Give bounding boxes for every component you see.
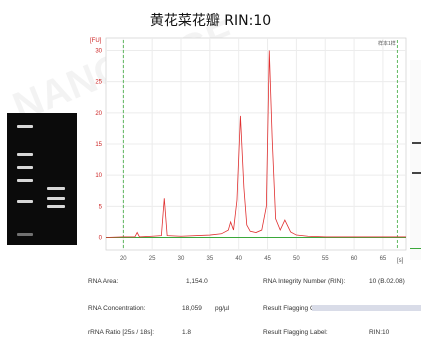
y-tick-label: 5 (99, 204, 103, 210)
rin-number: 10 (369, 278, 377, 285)
y-unit-label: [FU] (90, 38, 102, 44)
x-tick-label: 25 (149, 256, 156, 262)
x-tick-label: 55 (322, 256, 329, 262)
rin-version: (B.02.08) (378, 278, 405, 285)
flag-color-label: Result Flagging Color: (263, 305, 328, 312)
gel-band (47, 186, 65, 190)
x-tick-label: 40 (235, 256, 242, 262)
gel-band (47, 205, 65, 209)
flag-color-swatch (312, 305, 421, 311)
gel-band (17, 233, 33, 237)
y-tick-label: 15 (95, 142, 102, 148)
flag-label-value: RIN:10 (369, 329, 390, 336)
gel-band (17, 152, 33, 156)
results-table: RNA Area: 1,154.0 RNA Integrity Number (… (82, 266, 421, 344)
y-tick-label: 0 (99, 236, 103, 242)
gel-band (17, 165, 33, 169)
rrna-ratio-label: rRNA Ratio [25s / 18s]: (88, 329, 155, 336)
flag-label-label: Result Flagging Label: (263, 329, 328, 336)
gel-band (17, 179, 33, 182)
page-title: 黄花菜花瓣 RIN:10 (149, 13, 272, 29)
gel-band (47, 197, 65, 201)
region-markers (122, 40, 398, 250)
x-tick-label: 60 (351, 256, 358, 262)
rna-conc-label: RNA Concentration: (88, 305, 146, 312)
side-mark-bottom (412, 172, 421, 174)
side-panel (410, 60, 421, 260)
rin-value: 10 (B.02.08) (369, 278, 405, 285)
x-tick-label: 35 (207, 256, 214, 262)
gel-image (7, 113, 77, 245)
y-tick-label: 20 (95, 111, 102, 117)
x-tick-label: 50 (293, 256, 300, 262)
rna-area-value: 1,154.0 (186, 278, 208, 285)
series-line-rna (105, 50, 406, 238)
x-tick-label: 65 (380, 256, 387, 262)
rrna-ratio-value: 1.8 (182, 329, 192, 336)
y-axis: 0 5 10 15 20 25 30 (95, 48, 102, 241)
rna-area-label: RNA Area: (88, 278, 119, 285)
rin-label: RNA Integrity Number (RIN): (263, 278, 346, 285)
y-tick-label: 10 (95, 173, 102, 179)
rna-conc-value: 18,059 (182, 305, 202, 312)
x-tick-label: 30 (178, 256, 185, 262)
side-baseline (410, 248, 421, 249)
y-tick-label: 25 (95, 80, 102, 86)
corner-label: 样本1样 (378, 40, 396, 47)
y-tick-label: 30 (95, 48, 102, 54)
rna-conc-unit: pg/µl (215, 305, 230, 312)
gel-band (17, 200, 33, 204)
electropherogram-chart: 0 5 10 15 20 25 30 20 25 30 35 40 45 50 55 60 65 [FU] [… (90, 37, 407, 264)
gel-band (17, 124, 33, 128)
x-axis: 20 25 30 35 40 45 50 55 60 65 (120, 256, 387, 262)
x-tick-label: 20 (120, 256, 127, 262)
x-tick-label: 45 (264, 256, 271, 262)
x-unit-label: [s] (397, 258, 404, 264)
side-mark-top (412, 142, 421, 144)
